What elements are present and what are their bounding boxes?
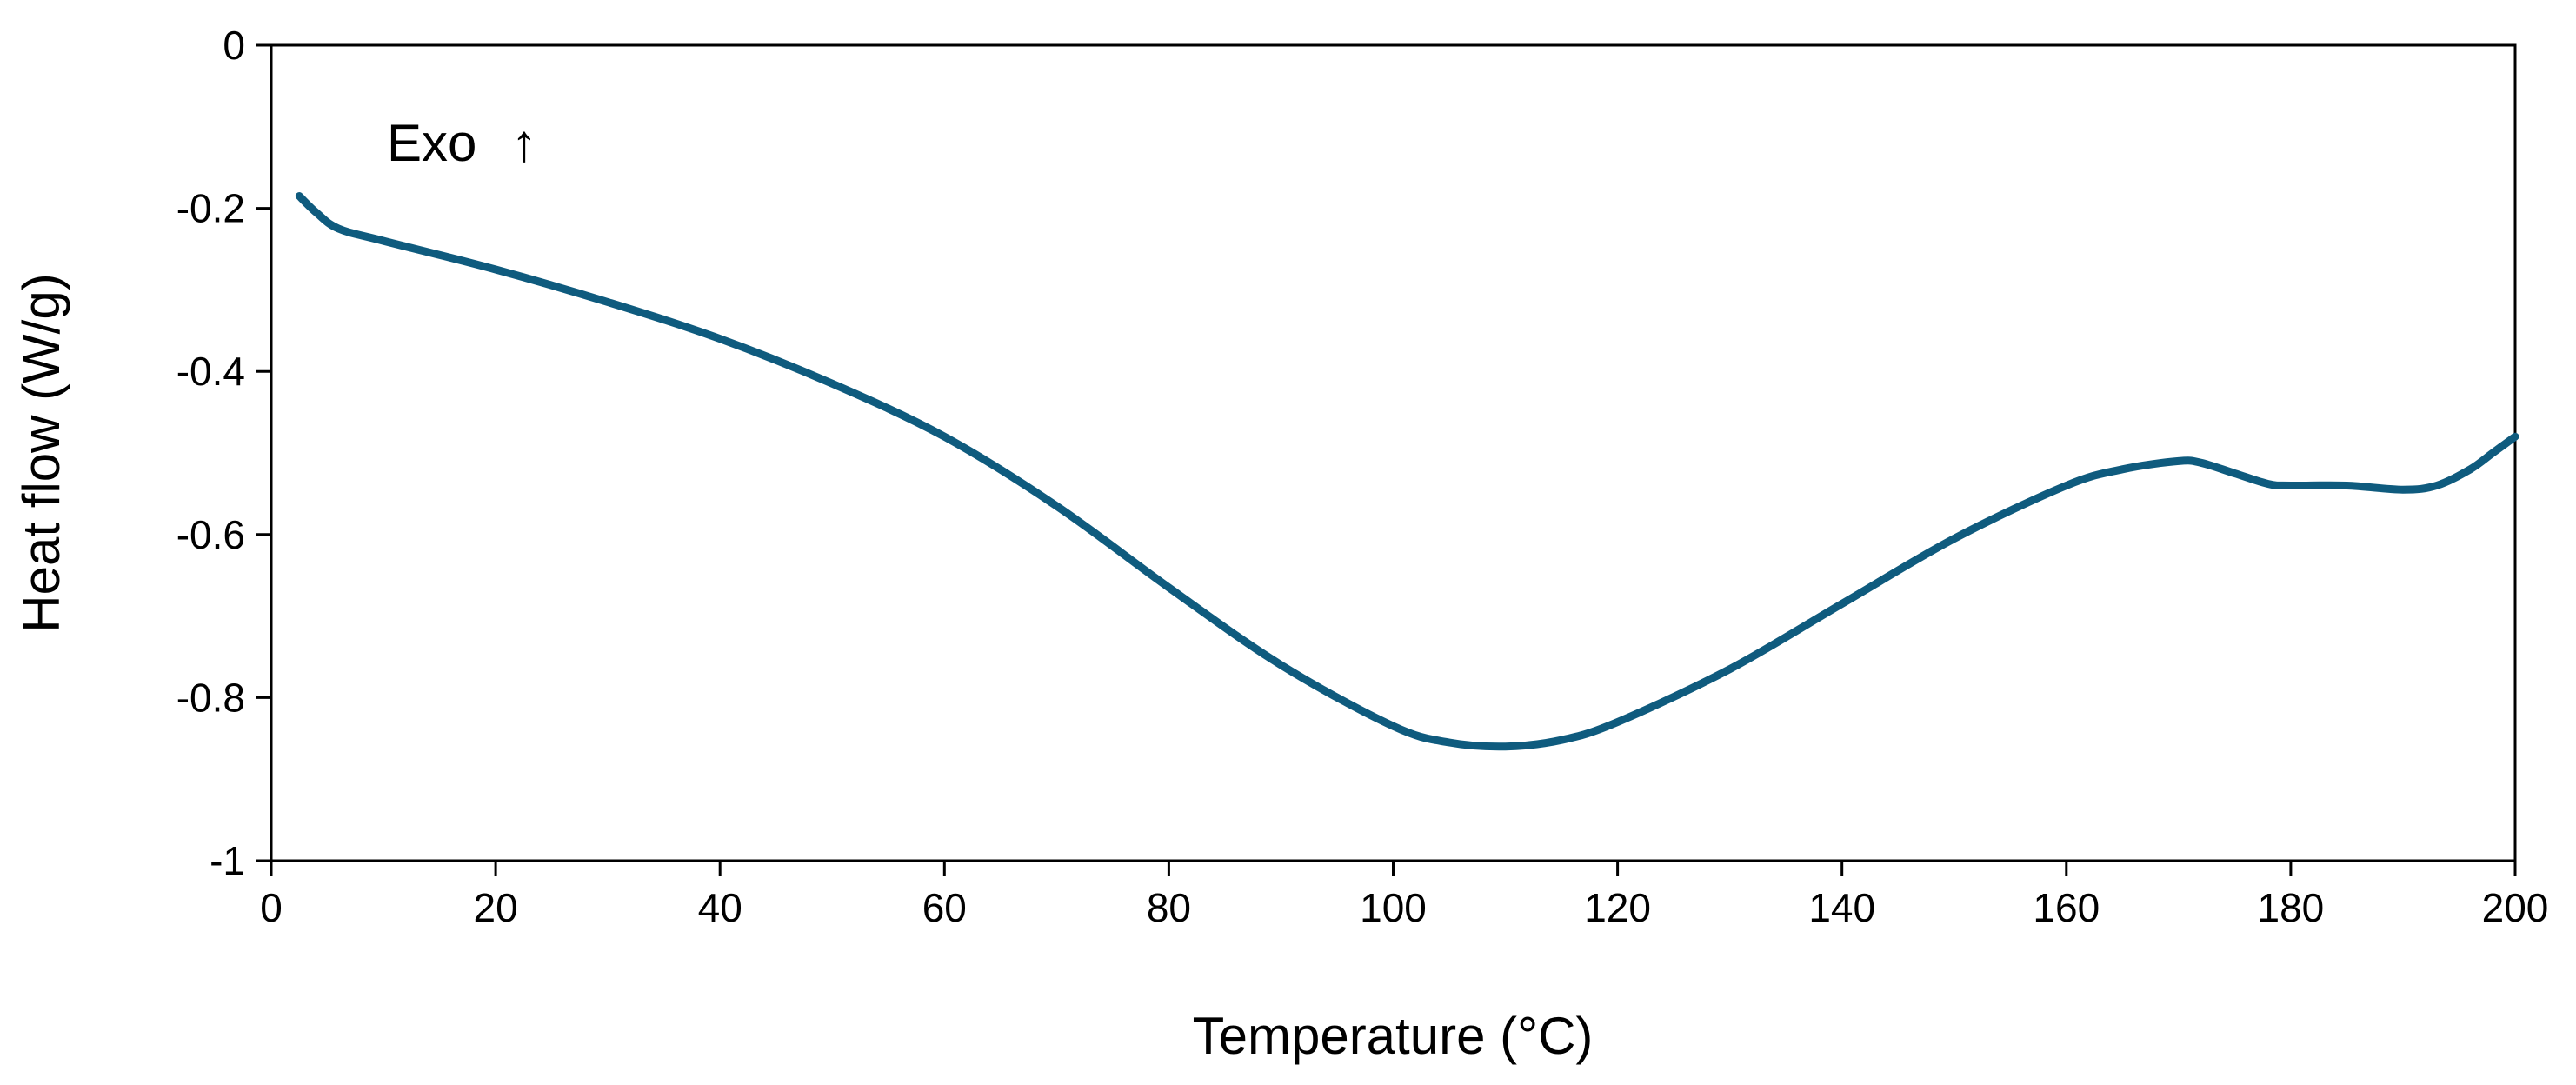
y-tick-label: -0.8 xyxy=(176,675,245,720)
y-axis: 0 -0.2 -0.4 -0.6 -0.8 -1 xyxy=(176,23,271,883)
plot-frame xyxy=(270,43,2517,862)
x-tick-label: 180 xyxy=(2258,885,2325,930)
x-axis-title: Temperature (°C) xyxy=(1193,1007,1594,1065)
y-tick-label: -0.4 xyxy=(176,349,245,394)
x-axis: 0 20 40 60 80 100 120 140 160 180 200 xyxy=(260,861,2548,930)
x-tick-label: 100 xyxy=(1360,885,1427,930)
y-tick-label: -0.2 xyxy=(176,186,245,231)
exo-label: Exo xyxy=(387,114,476,172)
heat-flow-series-line xyxy=(295,192,2519,751)
x-tick-label: 200 xyxy=(2482,885,2549,930)
x-tick-label: 160 xyxy=(2033,885,2100,930)
x-tick-label: 20 xyxy=(474,885,518,930)
y-tick-label: -1 xyxy=(210,838,245,883)
y-tick-label: 0 xyxy=(223,23,245,68)
x-tick-label: 60 xyxy=(922,885,967,930)
x-tick-label: 140 xyxy=(1808,885,1875,930)
up-arrow-icon: ↑ xyxy=(511,114,537,172)
x-tick-label: 80 xyxy=(1147,885,1191,930)
x-tick-label: 120 xyxy=(1584,885,1651,930)
y-tick-label: -0.6 xyxy=(176,512,245,557)
x-tick-label: 0 xyxy=(260,885,283,930)
x-tick-label: 40 xyxy=(698,885,742,930)
exo-annotation: Exo ↑ xyxy=(387,114,537,172)
y-axis-title: Heat flow (W/g) xyxy=(12,273,70,632)
